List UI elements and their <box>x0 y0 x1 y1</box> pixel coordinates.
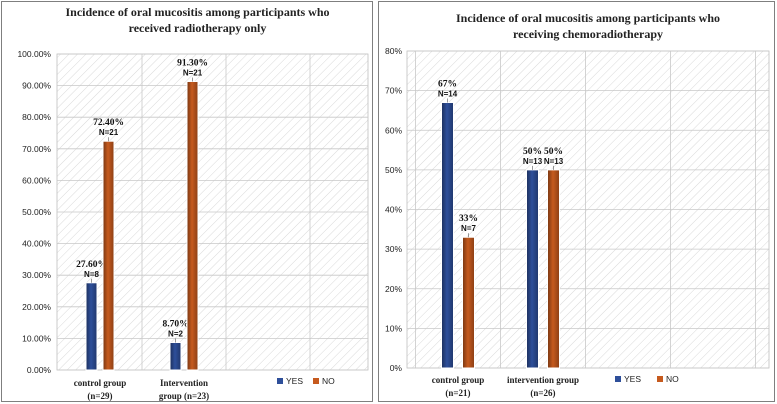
bar-yes <box>441 102 454 369</box>
y-tick-label: 30.00% <box>22 270 51 280</box>
data-label-percent: 67% <box>438 80 457 90</box>
data-label-percent: 91.30% <box>177 58 208 68</box>
legend-label-no: NO <box>322 376 335 386</box>
y-tick-label: 80.00% <box>22 112 51 122</box>
data-label-count: N=21 <box>183 68 203 77</box>
y-tick-label: 0.00% <box>27 365 52 375</box>
bar-no <box>462 236 475 369</box>
bar-no <box>547 169 560 369</box>
legend-swatch-no <box>313 378 319 384</box>
chart-title-line-1: Incidence of oral mucositis among partic… <box>456 11 720 25</box>
legend-swatch-yes <box>615 376 621 382</box>
bar-no <box>102 140 115 371</box>
y-tick-label: 70.00% <box>22 144 51 154</box>
y-tick-label: 10.00% <box>22 333 51 343</box>
data-label-count: N=2 <box>168 330 183 339</box>
y-tick-label: 50.00% <box>22 207 51 217</box>
chart-panel-chemoradiotherapy: Incidence of oral mucositis among partic… <box>378 1 775 402</box>
chart-radiotherapy: Incidence of oral mucositis among partic… <box>17 5 369 401</box>
bar-yes <box>169 342 182 371</box>
y-tick-label: 60.00% <box>22 175 51 185</box>
chart-title-line-2: receiving chemoradiotherapy <box>513 27 663 41</box>
category-label: intervention group <box>507 375 579 385</box>
y-tick-label: 40.00% <box>22 239 51 249</box>
category-label: Intervention <box>160 378 208 388</box>
bar-no <box>186 80 199 371</box>
legend-label-no: NO <box>666 374 679 384</box>
bar-yes <box>85 282 98 371</box>
chart-title-line-1: Incidence of oral mucositis among partic… <box>66 5 330 19</box>
data-label-percent: 33% <box>459 214 478 224</box>
y-tick-label: 20.00% <box>22 302 51 312</box>
data-label-count: N=8 <box>84 270 99 279</box>
y-tick-label: 10% <box>385 323 402 333</box>
data-label-count: N=21 <box>99 128 119 137</box>
legend-label-yes: YES <box>624 374 641 384</box>
y-tick-label: 70% <box>385 86 402 96</box>
chart-panel-radiotherapy: Incidence of oral mucositis among partic… <box>1 1 373 402</box>
data-label-count: N=13 <box>544 157 564 166</box>
y-tick-label: 30% <box>385 244 402 254</box>
category-label: (n=26) <box>530 388 555 398</box>
y-tick-label: 100.00% <box>17 49 51 59</box>
data-label-percent: 27.60% <box>76 260 107 270</box>
data-label-count: N=7 <box>461 224 476 233</box>
y-tick-label: 0% <box>390 363 403 373</box>
y-tick-label: 50% <box>385 165 402 175</box>
y-tick-label: 60% <box>385 125 402 135</box>
chart-chemoradiotherapy: Incidence of oral mucositis among partic… <box>385 11 770 398</box>
category-label: (n=29) <box>87 391 112 401</box>
y-tick-label: 40% <box>385 205 402 215</box>
category-label: control group <box>432 375 484 385</box>
data-label-percent: 72.40% <box>93 118 124 128</box>
legend-swatch-no <box>657 376 663 382</box>
y-tick-label: 20% <box>385 284 402 294</box>
category-label: group (n=23) <box>159 391 209 401</box>
legend-swatch-yes <box>277 378 283 384</box>
data-label-count: N=13 <box>523 157 543 166</box>
chart-title-line-2: received radiotherapy only <box>129 21 267 35</box>
y-tick-label: 80% <box>385 46 402 56</box>
category-label: control group <box>74 378 126 388</box>
category-label: (n=21) <box>445 388 470 398</box>
bar-yes <box>526 169 539 369</box>
y-tick-label: 90.00% <box>22 81 51 91</box>
data-label-count: N=14 <box>438 90 458 99</box>
data-label-percent: 50% <box>523 147 542 157</box>
data-label-percent: 50% <box>544 147 563 157</box>
legend-label-yes: YES <box>286 376 303 386</box>
data-label-percent: 8.70% <box>162 320 188 330</box>
